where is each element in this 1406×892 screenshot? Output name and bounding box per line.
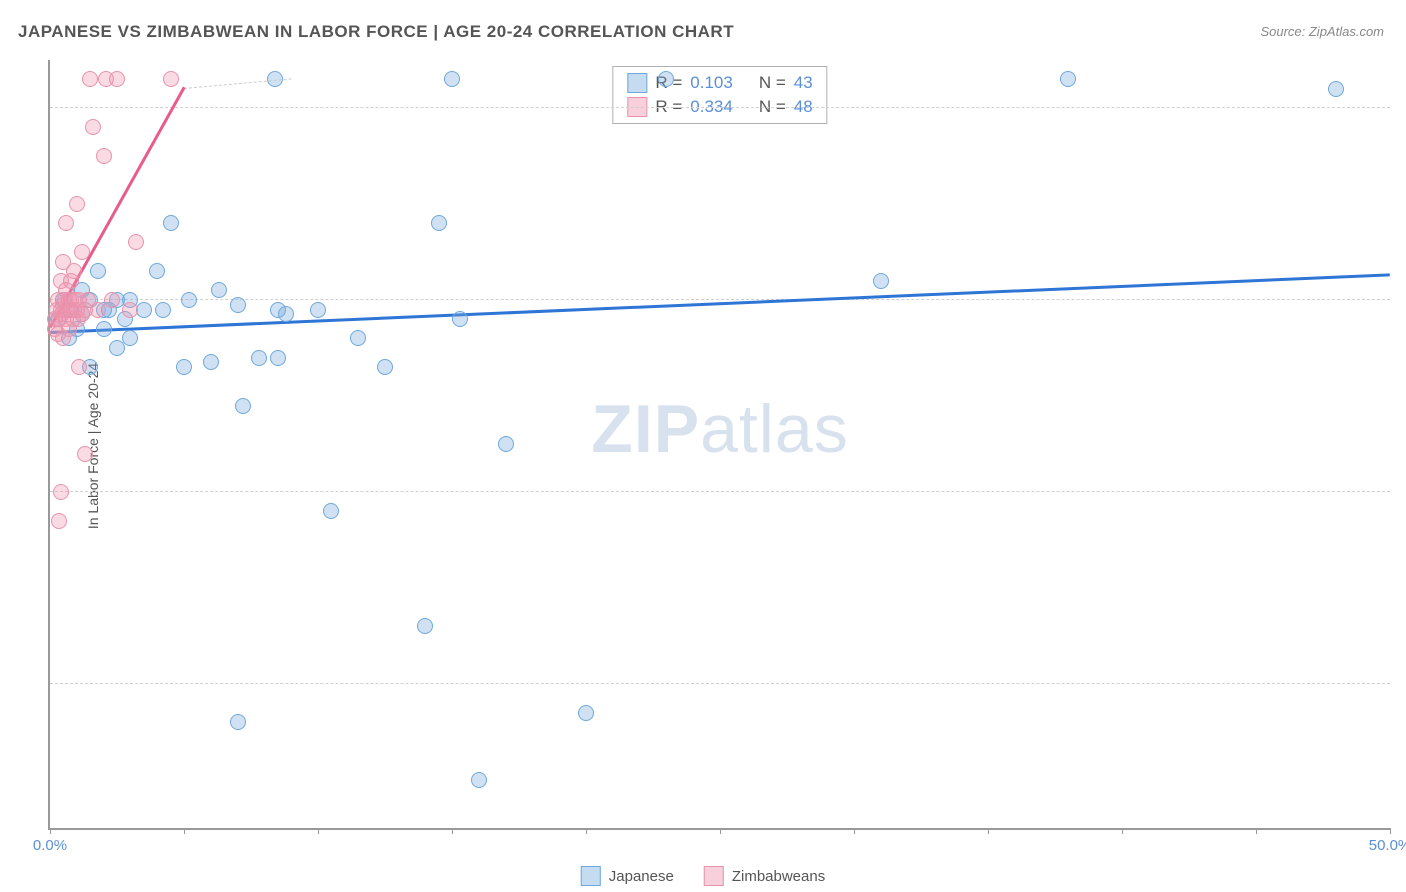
source-attribution: Source: ZipAtlas.com	[1260, 24, 1384, 39]
data-point	[82, 71, 98, 87]
data-point	[377, 359, 393, 375]
chart-title: JAPANESE VS ZIMBABWEAN IN LABOR FORCE | …	[18, 22, 734, 42]
data-point	[323, 503, 339, 519]
data-point	[251, 350, 267, 366]
series-legend: Japanese Zimbabweans	[581, 866, 825, 886]
data-point	[163, 215, 179, 231]
data-point	[431, 215, 447, 231]
data-point	[278, 306, 294, 322]
data-point	[51, 513, 67, 529]
x-tick-label: 50.0%	[1369, 837, 1406, 854]
data-point	[96, 148, 112, 164]
data-point	[122, 330, 138, 346]
data-point	[471, 772, 487, 788]
data-point	[66, 263, 82, 279]
x-tick	[586, 828, 587, 834]
x-tick	[184, 828, 185, 834]
legend-n-label: N =	[759, 73, 786, 93]
x-tick	[1256, 828, 1257, 834]
data-point	[211, 282, 227, 298]
data-point	[444, 71, 460, 87]
data-point	[176, 359, 192, 375]
watermark: ZIPatlas	[591, 390, 848, 468]
y-tick-label: 80.0%	[1400, 292, 1406, 309]
data-point	[1328, 81, 1344, 97]
x-tick	[854, 828, 855, 834]
data-point	[69, 196, 85, 212]
x-tick	[720, 828, 721, 834]
bottom-legend-label: Zimbabweans	[732, 868, 825, 885]
data-point	[350, 330, 366, 346]
legend-swatch	[704, 866, 724, 886]
y-tick-label: 60.0%	[1400, 484, 1406, 501]
data-point	[181, 292, 197, 308]
bottom-legend-label: Japanese	[609, 868, 674, 885]
data-point	[74, 244, 90, 260]
data-point	[658, 71, 674, 87]
gridline	[50, 491, 1390, 492]
data-point	[270, 350, 286, 366]
chart-plot-area: ZIPatlas R =0.103N =43R =0.334N =48 40.0…	[48, 60, 1390, 830]
data-point	[230, 714, 246, 730]
data-point	[104, 292, 120, 308]
data-point	[149, 263, 165, 279]
y-tick-label: 100.0%	[1400, 100, 1406, 117]
x-tick	[318, 828, 319, 834]
x-tick	[50, 828, 51, 834]
data-point	[128, 234, 144, 250]
data-point	[90, 263, 106, 279]
watermark-light: atlas	[700, 391, 849, 467]
watermark-bold: ZIP	[591, 391, 700, 467]
gridline	[50, 683, 1390, 684]
data-point	[96, 321, 112, 337]
legend-n-value: 43	[794, 73, 813, 93]
x-tick	[452, 828, 453, 834]
bottom-legend-item: Japanese	[581, 866, 674, 886]
data-point	[417, 618, 433, 634]
gridline	[50, 107, 1390, 108]
x-tick	[1390, 828, 1391, 834]
data-point	[578, 705, 594, 721]
x-tick	[1122, 828, 1123, 834]
bottom-legend-item: Zimbabweans	[704, 866, 825, 886]
data-point	[109, 71, 125, 87]
legend-swatch	[581, 866, 601, 886]
data-point	[53, 484, 69, 500]
data-point	[452, 311, 468, 327]
data-point	[498, 436, 514, 452]
y-tick-label: 40.0%	[1400, 676, 1406, 693]
data-point	[58, 215, 74, 231]
legend-swatch	[627, 73, 647, 93]
data-point	[873, 273, 889, 289]
data-point	[85, 119, 101, 135]
data-point	[310, 302, 326, 318]
trend-line	[50, 274, 1390, 334]
data-point	[122, 302, 138, 318]
data-point	[230, 297, 246, 313]
gridline	[50, 299, 1390, 300]
x-tick	[988, 828, 989, 834]
data-point	[1060, 71, 1076, 87]
data-point	[163, 71, 179, 87]
x-tick-label: 0.0%	[33, 837, 67, 854]
data-point	[235, 398, 251, 414]
data-point	[71, 359, 87, 375]
legend-row: R =0.103N =43	[627, 71, 812, 95]
legend-r-value: 0.103	[690, 73, 733, 93]
correlation-legend: R =0.103N =43R =0.334N =48	[612, 66, 827, 124]
data-point	[155, 302, 171, 318]
data-point	[203, 354, 219, 370]
data-point	[77, 446, 93, 462]
